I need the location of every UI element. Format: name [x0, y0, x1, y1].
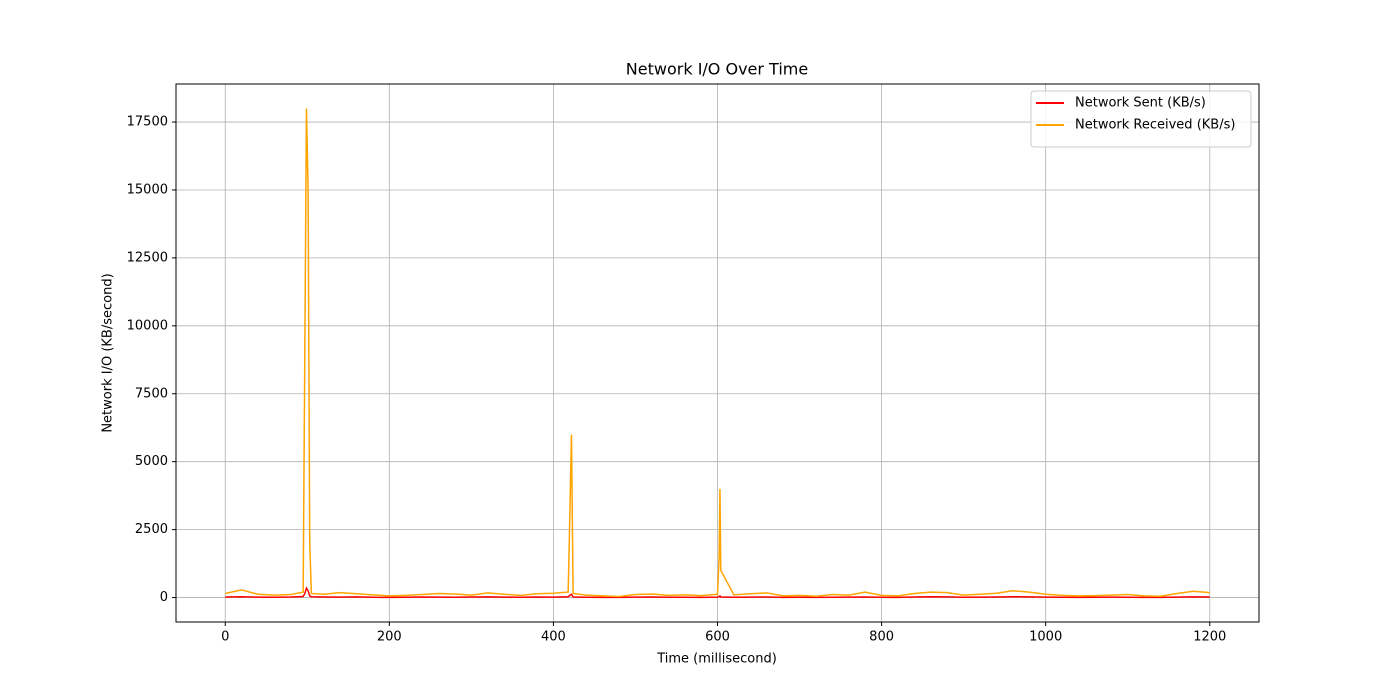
- x-tick-label: 600: [705, 630, 730, 645]
- legend-box: [1030, 90, 1252, 148]
- y-tick-label: 5000: [135, 454, 168, 469]
- x-tick-label: 1000: [1029, 630, 1062, 645]
- x-tick-label: 800: [869, 630, 894, 645]
- y-tick-label: 15000: [127, 182, 168, 197]
- x-tick-label: 0: [221, 630, 229, 645]
- legend-label: Network Sent (KB/s): [1075, 96, 1206, 111]
- data-line: [225, 108, 1210, 598]
- y-tick-label: 2500: [135, 522, 168, 537]
- x-axis-label: Time (millisecond): [656, 652, 777, 667]
- x-tick-label: 400: [541, 630, 566, 645]
- plot-frame: [175, 83, 1260, 623]
- y-tick-label: 0: [160, 590, 168, 605]
- chart-title: Network I/O Over Time: [626, 60, 808, 79]
- y-axis-label: Network I/O (KB/second): [101, 273, 116, 432]
- data-line: [225, 586, 1210, 599]
- x-tick-label: 1200: [1193, 630, 1226, 645]
- x-tick-label: 200: [377, 630, 402, 645]
- y-tick-label: 7500: [135, 386, 168, 401]
- legend-label: Network Received (KB/s): [1075, 118, 1235, 133]
- y-tick-label: 12500: [127, 250, 168, 265]
- y-tick-label: 10000: [127, 318, 168, 333]
- y-tick-label: 17500: [127, 115, 168, 130]
